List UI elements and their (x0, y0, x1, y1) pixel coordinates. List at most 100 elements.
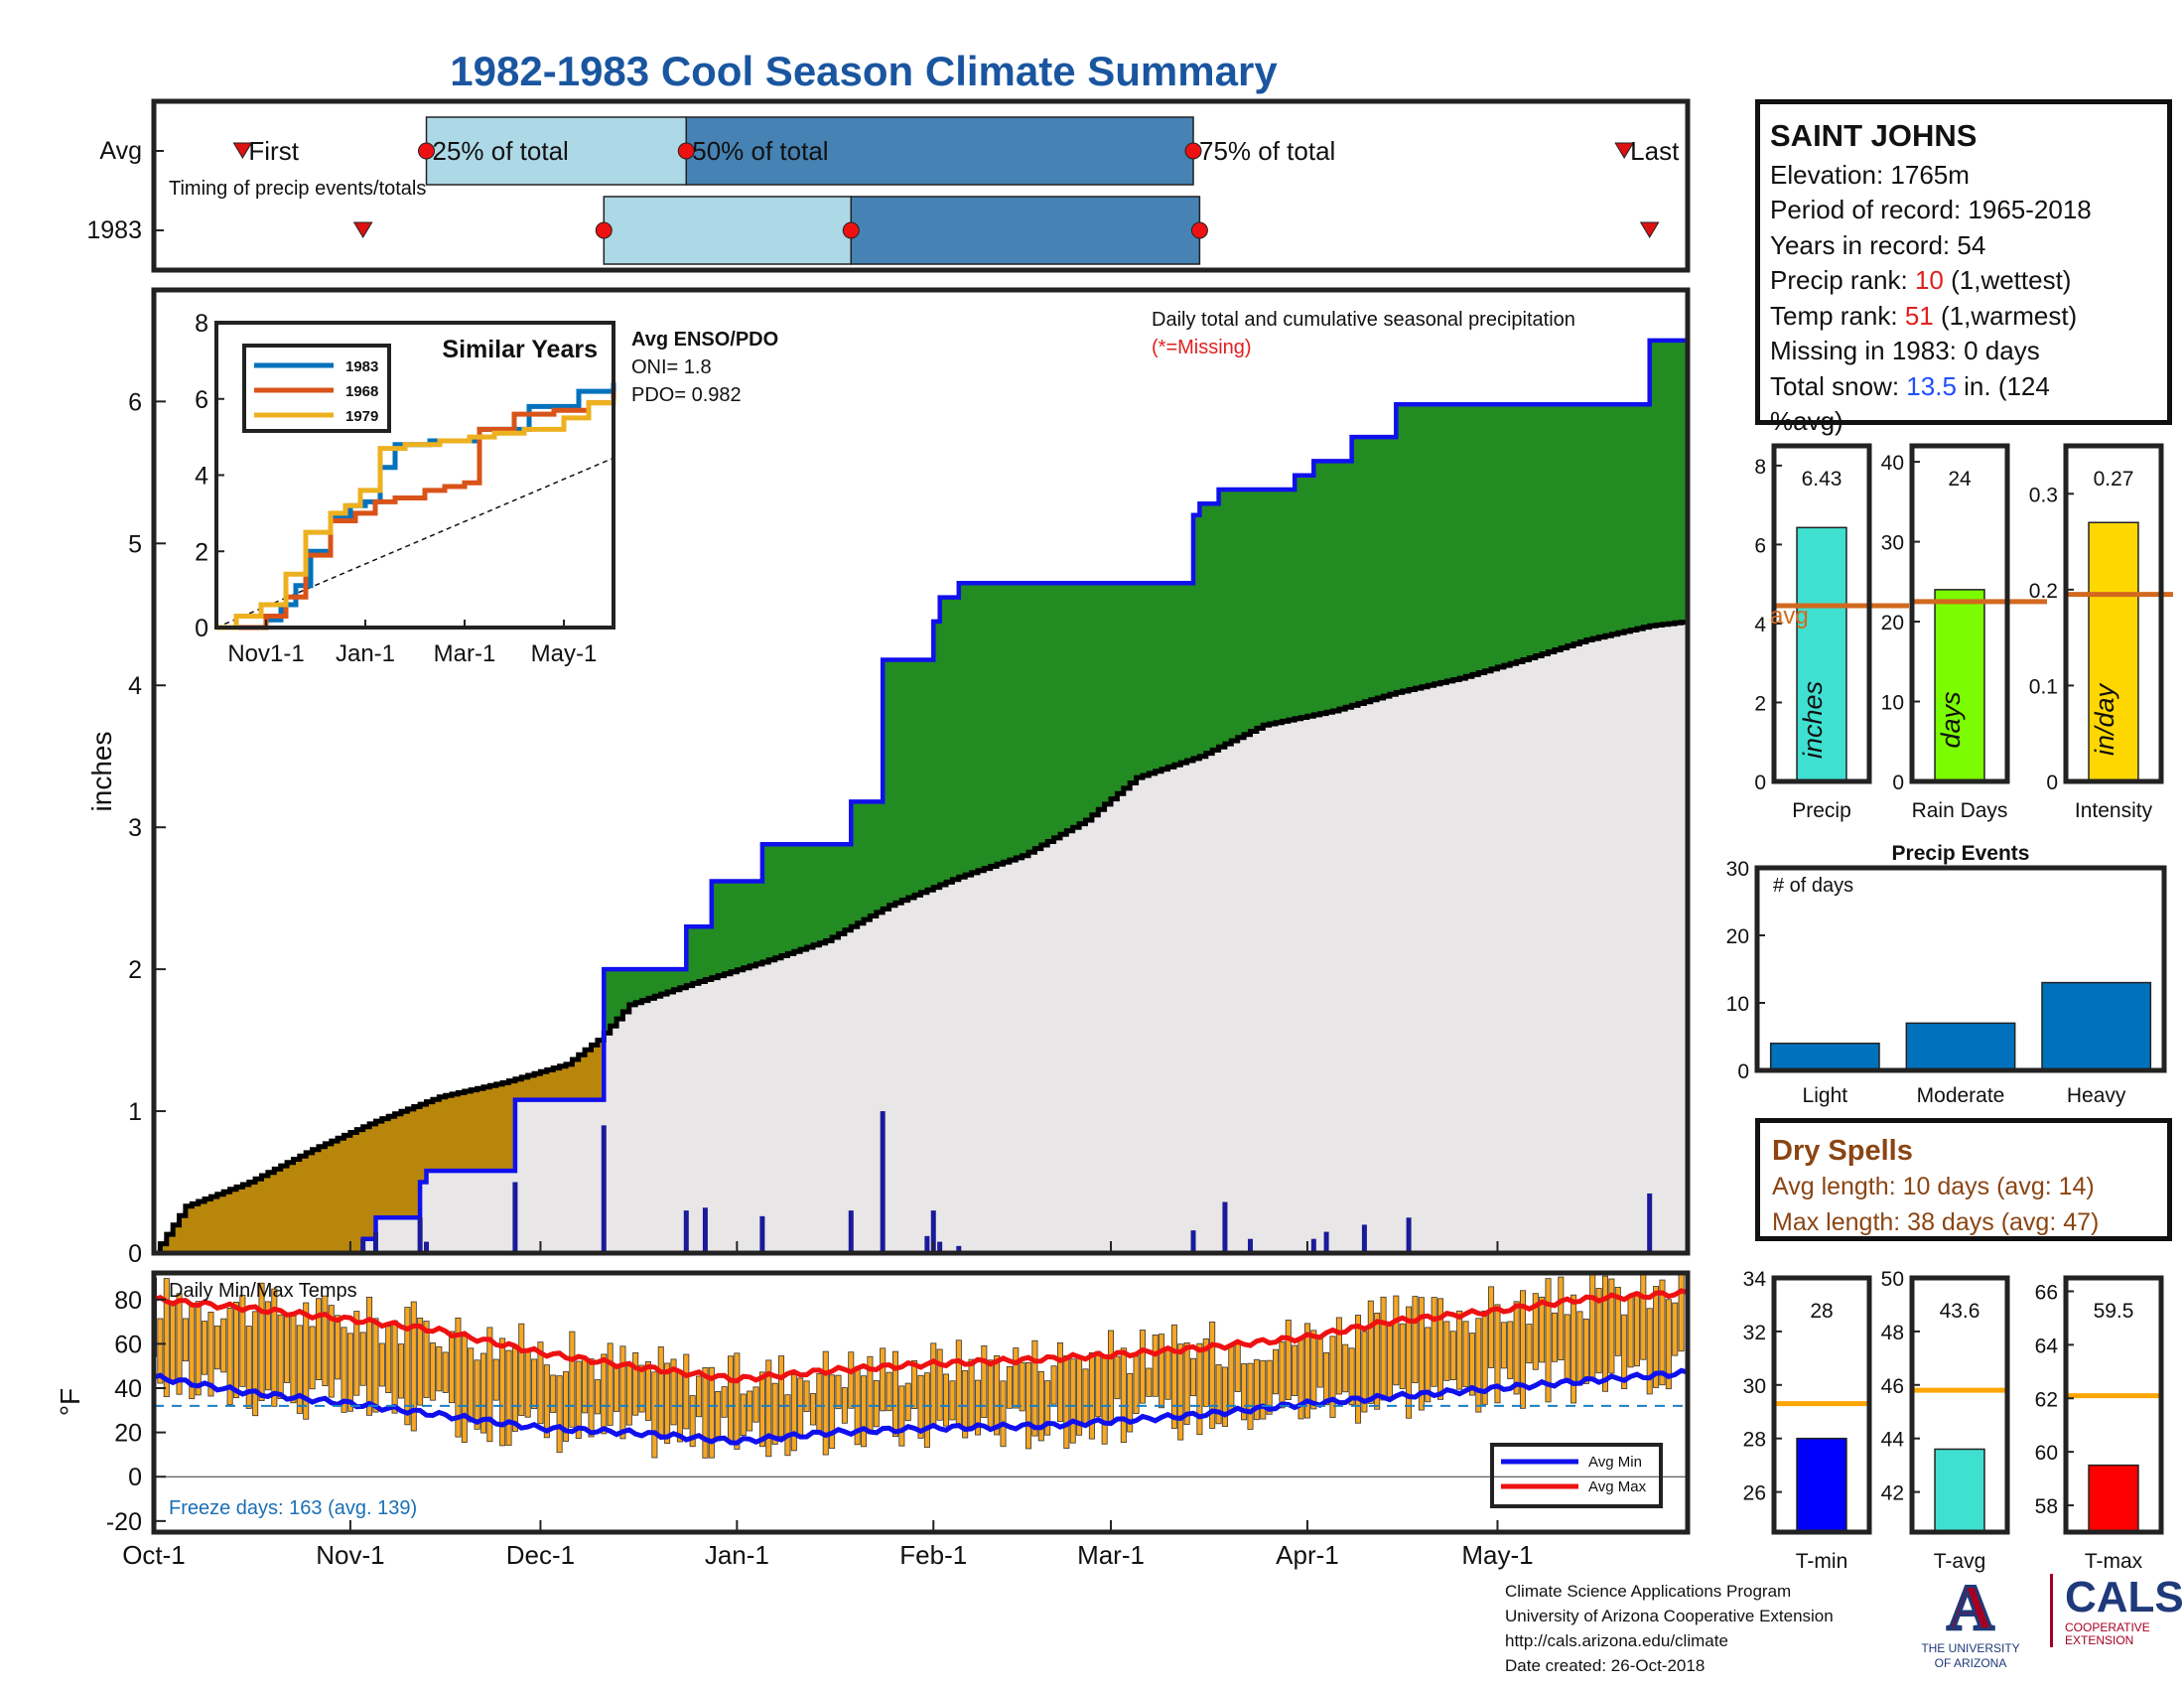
freeze-days-text: Freeze days: 163 (avg. 139) (169, 1497, 417, 1519)
daily-temp-bar (1221, 1366, 1228, 1427)
daily-temp-bar (556, 1375, 563, 1454)
daily-temp-bar (492, 1358, 499, 1401)
precip-event-category-label: Moderate (1917, 1084, 2005, 1107)
daily-temp-bar (1627, 1295, 1634, 1368)
daily-temp-bar (442, 1351, 449, 1393)
summary-y-tick-label: 0 (1892, 772, 1904, 794)
daily-temp-bar (582, 1356, 589, 1414)
daily-temp-bar (170, 1305, 177, 1381)
daily-temp-bar (1316, 1336, 1323, 1388)
daily-precip-bar (937, 1241, 943, 1253)
daily-precip-bar (1323, 1231, 1329, 1253)
daily-temp-bar (468, 1347, 475, 1423)
daily-temp-bar (1000, 1380, 1007, 1448)
daily-temp-bar (601, 1353, 608, 1435)
daily-temp-bar (1380, 1296, 1387, 1401)
station-missing: Missing in 1983: 0 days (1770, 336, 2040, 365)
daily-temp-bar (1399, 1323, 1406, 1389)
daily-temp-bar (1456, 1310, 1463, 1390)
daily-temp-bar (1183, 1341, 1190, 1425)
daily-temp-bar (1449, 1331, 1456, 1381)
daily-temp-bar (455, 1317, 462, 1438)
temp-panel-frame (151, 1270, 1691, 1535)
daily-temp-bar (417, 1318, 424, 1406)
timing-panel-frame (151, 98, 1691, 273)
dry-spells-box: Dry Spells Avg length: 10 days (avg: 14)… (1755, 1118, 2172, 1241)
daily-temp-bar (531, 1358, 538, 1410)
temp-plot-area (154, 1273, 1688, 1477)
daily-temp-bar (1069, 1358, 1076, 1444)
daily-temp-bar (721, 1386, 728, 1418)
daily-temp-bar (1159, 1334, 1165, 1409)
daily-temp-bar (213, 1325, 220, 1370)
inset-series-line (216, 391, 616, 631)
daily-temp-bar (683, 1353, 690, 1430)
daily-temp-bar (258, 1282, 265, 1402)
station-name: SAINT JOHNS (1770, 118, 1978, 153)
summary-y-tick-label: 8 (1754, 456, 1766, 479)
daily-temp-bar (1139, 1330, 1146, 1404)
daily-temp-bar (346, 1333, 353, 1412)
daily-temp-bar (239, 1294, 246, 1387)
daily-temp-bar (880, 1347, 887, 1412)
credits: Climate Science Applications Program Uni… (1505, 1579, 1834, 1678)
daily-temp-bar (943, 1373, 950, 1427)
inset-avg-line (215, 457, 614, 629)
summary-y-tick-label: 0 (1754, 772, 1766, 794)
daily-temp-bar (1500, 1322, 1507, 1369)
temp-y-tick-label: 40 (114, 1375, 142, 1403)
inset-x-tick-label: Jan-1 (336, 640, 395, 667)
daily-temp-bar (1672, 1302, 1679, 1356)
daily-temp-bar (778, 1355, 785, 1437)
daily-temp-bar (588, 1358, 595, 1438)
summary-y-tick-label: 2 (1754, 692, 1766, 715)
timing-first-last-marker (1639, 221, 1660, 238)
daily-temp-bar (303, 1302, 310, 1420)
daily-precip-bar (702, 1207, 708, 1253)
daily-temp-bar (891, 1350, 898, 1437)
daily-temp-bar (1481, 1310, 1488, 1405)
daily-temp-bar (284, 1315, 291, 1383)
summary-title: Intensity (2075, 799, 2153, 822)
daily-temp-bar (353, 1311, 360, 1396)
daily-temp-bar (499, 1337, 506, 1447)
daily-precip-bar (956, 1245, 962, 1253)
daily-temp-bar (708, 1366, 715, 1459)
daily-precip-bar (930, 1210, 936, 1253)
station-info-box: SAINT JOHNS Elevation: 1765m Period of r… (1755, 99, 2172, 436)
daily-temp-bar (182, 1318, 189, 1362)
daily-temp-bar (1310, 1330, 1317, 1410)
daily-temp-bar (232, 1302, 239, 1399)
daily-temp-bar (1431, 1297, 1437, 1387)
daily-temp-bar (1177, 1343, 1184, 1441)
daily-temp-bar (1215, 1364, 1222, 1425)
daily-temp-bar (1665, 1299, 1672, 1390)
daily-temp-bar (397, 1343, 404, 1399)
summary-bar (2088, 1464, 2139, 1533)
daily-temp-bar (1127, 1372, 1134, 1433)
main-y-tick-label: 0 (128, 1240, 142, 1268)
daily-temp-bar (974, 1379, 981, 1436)
inset-y-tick-label: 4 (195, 463, 208, 491)
daily-temp-bar (1056, 1341, 1063, 1422)
deficit-fill (154, 1040, 605, 1253)
daily-temp-bar (404, 1307, 411, 1426)
daily-temp-bar (1582, 1318, 1589, 1384)
daily-temp-bar (1570, 1294, 1577, 1404)
daily-temp-bar (841, 1387, 848, 1424)
daily-temp-bar (1602, 1275, 1609, 1392)
daily-temp-bar (391, 1320, 398, 1414)
daily-temp-bar (1196, 1342, 1203, 1436)
precip-event-bar (1769, 1043, 1880, 1071)
daily-temp-bar (904, 1382, 911, 1422)
daily-temp-bar (1190, 1357, 1197, 1397)
daily-temp-bar (341, 1327, 347, 1413)
daily-temp-bar (518, 1323, 525, 1416)
temp-y-tick-label: 20 (114, 1420, 142, 1448)
station-precip-rank: Precip rank: 10 (1,wettest) (1770, 265, 2072, 295)
enso-pdo: PDO= 0.982 (631, 384, 742, 406)
summary-bar (1934, 1448, 1985, 1533)
main-y-tick-label: 5 (128, 530, 142, 558)
daily-temp-bar (632, 1351, 639, 1416)
daily-temp-bar (1355, 1315, 1362, 1424)
